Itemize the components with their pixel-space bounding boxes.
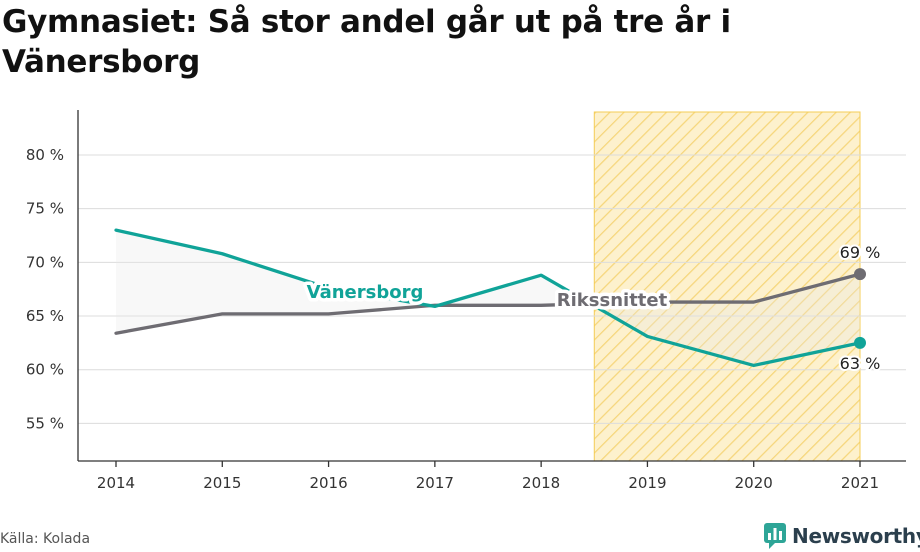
chart-title: Gymnasiet: Så stor andel går ut på tre å…: [2, 4, 731, 80]
y-tick-label: 70 %: [26, 253, 64, 271]
line-chart: 55 % 60 % 65 % 70 % 75 % 80 % 2014 2015 2016 2017…: [26, 110, 906, 492]
y-tick-label: 55 %: [26, 414, 64, 432]
y-tick-label: 65 %: [26, 307, 64, 325]
end-label-rikssnittet: 69 %: [840, 243, 881, 262]
x-tick-label: 2017: [416, 474, 454, 492]
end-label-vanersborg: 63 %: [840, 354, 881, 373]
x-tick-label: 2020: [735, 474, 773, 492]
source-note: Källa: Kolada: [0, 531, 91, 547]
x-tick-label: 2015: [203, 474, 241, 492]
x-tick-label: 2021: [841, 474, 879, 492]
series-label-vanersborg: Vänersborg: [303, 279, 427, 307]
series-label-rikssnittet: Rikssnittet: [553, 287, 671, 315]
series-label: Vänersborg: [307, 282, 424, 303]
series-label: Rikssnittet: [557, 290, 668, 311]
series-line-v-nersborg: [114, 228, 862, 368]
brand-name: Newsworthy: [792, 524, 920, 548]
newsworthy-logo-icon: [764, 523, 786, 549]
series-line-rikssnittet: [114, 272, 862, 335]
end-point: [854, 268, 866, 281]
x-tick-label: 2019: [628, 474, 666, 492]
x-tick-label: 2016: [309, 474, 347, 492]
brand-logo: Newsworthy: [764, 520, 920, 552]
series-gap-area: [116, 230, 860, 366]
x-tick-label: 2014: [97, 474, 135, 492]
y-tick-label: 80 %: [26, 146, 64, 164]
y-tick-label: 60 %: [26, 361, 64, 379]
y-tick-label: 75 %: [26, 200, 64, 218]
x-tick-label: 2018: [522, 474, 560, 492]
end-point: [854, 336, 866, 349]
